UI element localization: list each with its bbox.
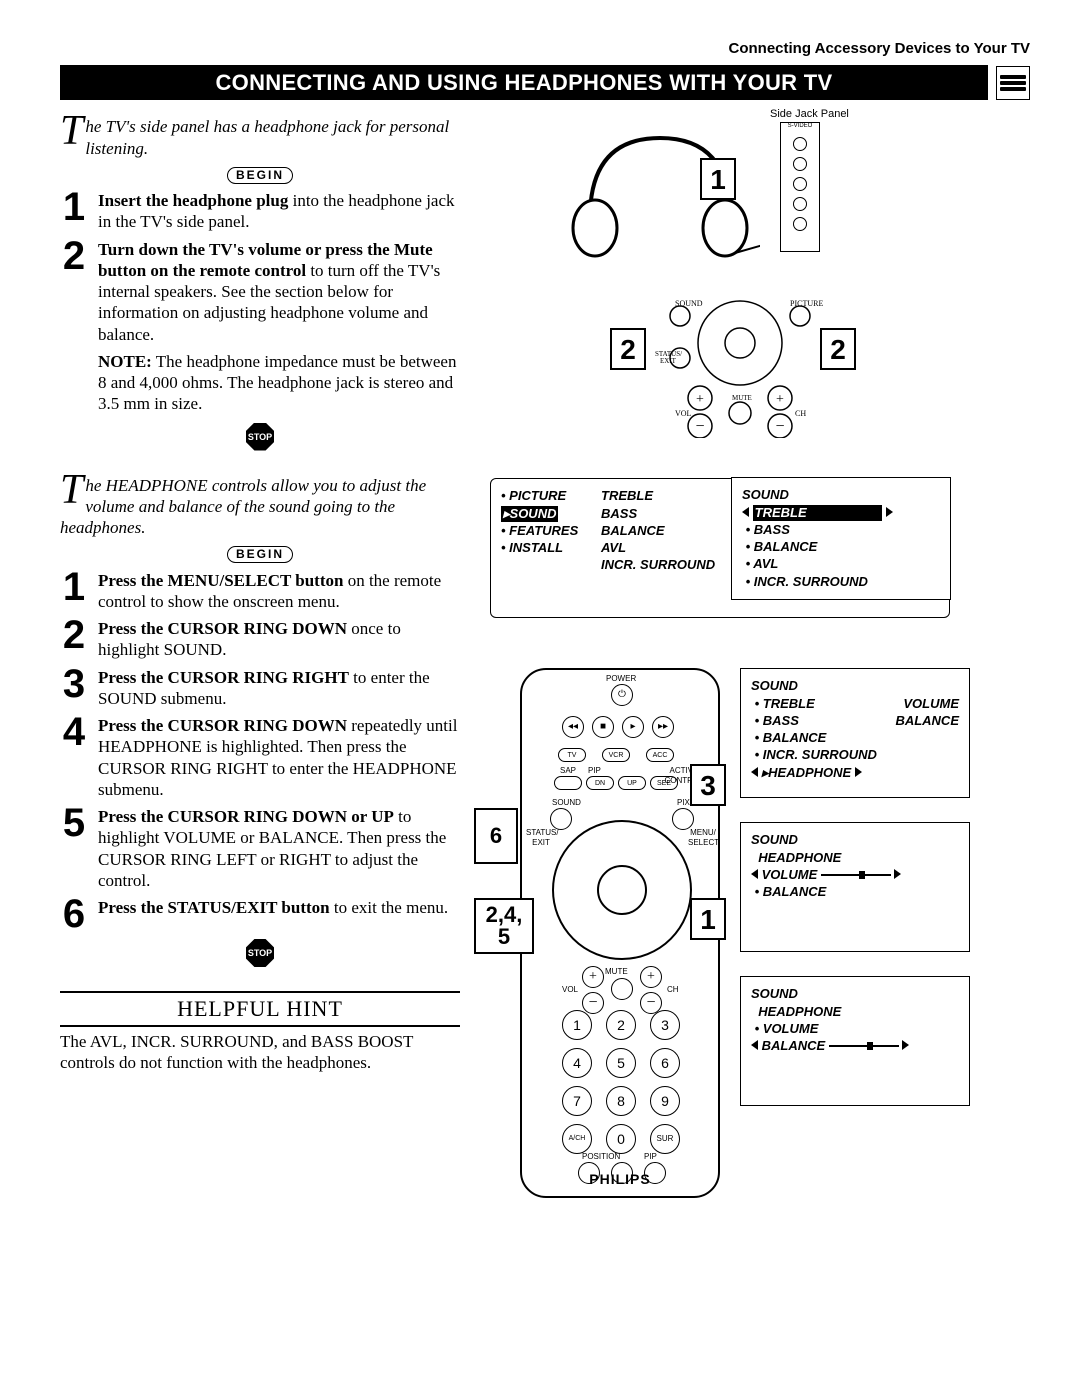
svg-text:+: + (776, 392, 784, 407)
callout-tv-right: 2 (820, 328, 856, 370)
remote-chup-btn: + (640, 966, 662, 988)
port-video (793, 157, 807, 171)
port-audio (793, 177, 807, 191)
callout-rem-245: 2,4, 5 (474, 898, 534, 954)
remote-pip-dn-btn: DN (586, 776, 614, 790)
title-icon (996, 66, 1030, 100)
callout-rem-6: 6 (474, 808, 518, 864)
remote-pip-up-btn: UP (618, 776, 646, 790)
remote-sound-btn (550, 808, 572, 830)
headphones-illustration (560, 128, 760, 278)
section1-step-1: 1 Insert the headphone plug into the hea… (60, 190, 460, 233)
section1-note: NOTE: The headphone impedance must be be… (98, 351, 460, 415)
side-jack-label: Side Jack Panel (770, 108, 849, 122)
helpful-hint-text: The AVL, INCR. SURROUND, and BASS BOOST … (60, 1031, 460, 1074)
remote-play-btn: ▸ (622, 716, 644, 738)
remote-vcr-btn: VCR (602, 748, 630, 762)
left-column: T he TV's side panel has a headphone jac… (60, 108, 460, 1073)
osd-stack: SOUND • TREBLEVOLUME • BASSBALANCE • BAL… (740, 668, 970, 1130)
stop-badge: STOP (246, 423, 274, 451)
remote-tv-btn: TV (558, 748, 586, 762)
callout-rem-1: 1 (690, 898, 726, 940)
page-title: CONNECTING AND USING HEADPHONES WITH YOU… (60, 65, 988, 101)
section2-step: 5Press the CURSOR RING DOWN or UP to hig… (60, 806, 460, 891)
remote-see-btn: SEE (650, 776, 678, 790)
dropcap: T (60, 475, 85, 505)
intro-section-1: T he TV's side panel has a headphone jac… (60, 116, 460, 159)
remote-keypad: 123456789A/CH0SUR (562, 1010, 686, 1154)
begin-badge: BEGIN (227, 546, 293, 563)
osd-headphone-volume: SOUND HEADPHONE VOLUME • BALANCE (740, 822, 970, 952)
remote-pix-btn (672, 808, 694, 830)
remote-power-btn: ⏻ (611, 684, 633, 706)
svg-text:CH: CH (795, 409, 806, 418)
svg-text:PICTURE: PICTURE (790, 299, 823, 308)
remote-stop-btn: ■ (592, 716, 614, 738)
svg-text:−: − (695, 418, 704, 435)
remote-volup-btn: + (582, 966, 604, 988)
port-headphone (793, 217, 807, 231)
remote-mute-btn (611, 978, 633, 1000)
port-audio2 (793, 197, 807, 211)
svg-text:SOUND: SOUND (675, 299, 703, 308)
section2-step: 3Press the CURSOR RING RIGHT to enter th… (60, 667, 460, 710)
section2-step: 4Press the CURSOR RING DOWN repeatedly u… (60, 715, 460, 800)
remote-rewind-btn: ◂◂ (562, 716, 584, 738)
remote-brand: PHILIPS (522, 1171, 718, 1189)
osd-sound-menu: SOUND • TREBLEVOLUME • BASSBALANCE • BAL… (740, 668, 970, 798)
intro-section-2: T he HEADPHONE controls allow you to adj… (60, 475, 460, 539)
callout-rem-3: 3 (690, 764, 726, 806)
osd-headphone-balance: SOUND HEADPHONE • VOLUME BALANCE (740, 976, 970, 1106)
callout-tv-left: 2 (610, 328, 646, 370)
tv-panel-illustration: + − + − SOUND PICTURE STATUS/EXIT VOL CH… (650, 298, 830, 438)
osd-menu-main: • PICTURETREBLE▸SOUNDBASS• FEATURESBALAN… (490, 478, 950, 618)
stop-badge: STOP (246, 939, 274, 967)
remote-sap-btn (554, 776, 582, 790)
remote-ff-btn: ▸▸ (652, 716, 674, 738)
svg-text:MUTE: MUTE (732, 394, 752, 402)
section2-step: 2Press the CURSOR RING DOWN once to high… (60, 618, 460, 661)
svg-text:EXIT: EXIT (660, 357, 677, 365)
section1-step-2: 2 Turn down the TV's volume or press the… (60, 239, 460, 345)
callout-1: 1 (700, 158, 736, 200)
right-column: Side Jack Panel S-VIDEO 1 + − (490, 108, 1030, 1073)
svg-text:+: + (696, 392, 704, 407)
port-svideo (793, 137, 807, 151)
remote-cursor-center (597, 865, 647, 915)
svg-text:VOL: VOL (675, 409, 692, 418)
title-bar: CONNECTING AND USING HEADPHONES WITH YOU… (60, 65, 1030, 101)
helpful-hint-header: HELPFUL HINT (60, 991, 460, 1027)
remote-acc-btn: ACC (646, 748, 674, 762)
section2-step: 6Press the STATUS/EXIT button to exit th… (60, 897, 460, 931)
begin-badge: BEGIN (227, 167, 293, 184)
svg-text:−: − (775, 418, 784, 435)
section2-step: 1Press the MENU/SELECT button on the rem… (60, 570, 460, 613)
header-right-text: Connecting Accessory Devices to Your TV (60, 40, 1030, 59)
side-jack-panel: S-VIDEO (780, 122, 820, 252)
dropcap: T (60, 116, 85, 146)
osd-menu-sound: SOUND TREBLE • BASS • BALANCE • AVL • IN… (731, 477, 951, 600)
